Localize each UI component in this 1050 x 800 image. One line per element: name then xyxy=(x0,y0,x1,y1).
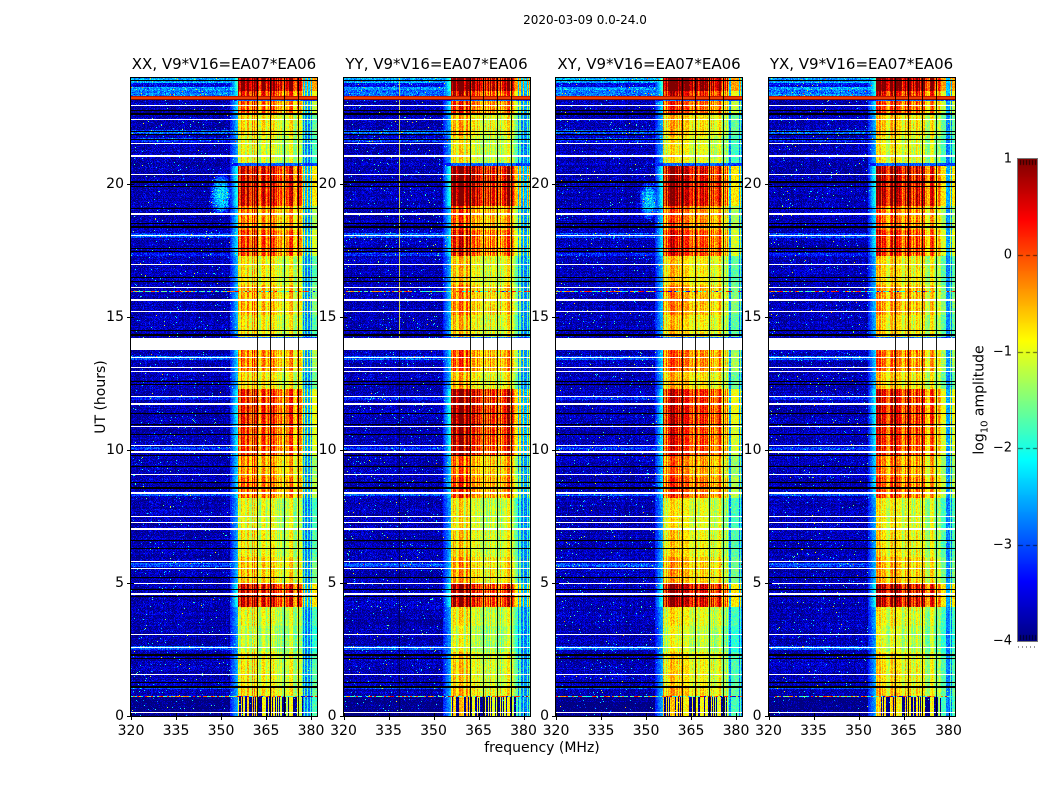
y-tick-label: 20 xyxy=(318,176,337,193)
x-tick-mark xyxy=(221,713,222,720)
y-tick-mark xyxy=(339,317,347,318)
colorbar-tick-label: 0 xyxy=(1003,247,1012,263)
x-tick-label: 335 xyxy=(800,723,827,739)
x-tick-label: 335 xyxy=(587,723,615,739)
y-tick-mark xyxy=(127,184,134,185)
y-tick-mark xyxy=(552,317,559,318)
y-tick-label: 10 xyxy=(531,442,549,459)
y-axis-label: UT (hours) xyxy=(93,360,109,434)
y-tick-label: 10 xyxy=(106,442,124,459)
panel-title-xy: XY, V9*V16=EA07*EA06 xyxy=(557,55,741,73)
x-tick-label: 380 xyxy=(510,723,537,739)
spectrogram-canvas-yx xyxy=(768,78,955,716)
y-tick-label: 20 xyxy=(531,176,549,193)
colorbar-gradient-canvas xyxy=(1018,159,1037,641)
x-tick-mark xyxy=(691,713,692,720)
x-tick-label: 335 xyxy=(162,723,190,739)
x-axis-label: frequency (MHz) xyxy=(484,740,600,756)
x-tick-mark xyxy=(479,713,480,720)
spectrogram-canvas-yy xyxy=(343,78,530,716)
y-tick-label: 5 xyxy=(115,575,124,592)
y-tick-label: 10 xyxy=(743,442,762,459)
y-tick-label: 10 xyxy=(318,442,337,459)
y-tick-label: 5 xyxy=(540,575,549,592)
x-tick-label: 365 xyxy=(677,723,705,739)
y-tick-mark xyxy=(552,450,559,451)
y-tick-mark xyxy=(127,583,134,584)
y-tick-mark xyxy=(552,716,559,717)
y-tick-mark xyxy=(339,583,347,584)
x-tick-label: 380 xyxy=(722,723,750,739)
x-tick-mark xyxy=(389,713,390,720)
y-tick-label: 5 xyxy=(752,575,762,592)
x-tick-label: 350 xyxy=(845,723,872,739)
y-tick-label: 0 xyxy=(115,708,124,724)
colorbar-tick-label: −4 xyxy=(992,633,1012,649)
x-tick-mark xyxy=(266,713,267,720)
x-tick-label: 350 xyxy=(420,723,447,739)
x-tick-mark xyxy=(736,713,737,720)
colorbar-label: log10 amplitude xyxy=(971,345,991,455)
x-tick-mark xyxy=(311,713,312,720)
y-tick-mark xyxy=(552,184,559,185)
y-tick-label: 0 xyxy=(540,708,549,724)
y-tick-mark xyxy=(339,450,347,451)
x-tick-label: 320 xyxy=(330,723,357,739)
colorbar-tick-label: 1 xyxy=(1003,151,1012,167)
spectrogram-canvas-xx xyxy=(131,78,317,716)
y-tick-mark xyxy=(339,184,347,185)
x-tick-label: 365 xyxy=(252,723,280,739)
colorbar-edge-dots xyxy=(1018,646,1038,648)
x-tick-mark xyxy=(176,713,177,720)
y-tick-mark xyxy=(764,317,772,318)
x-tick-mark xyxy=(524,713,525,720)
y-tick-mark xyxy=(764,184,772,185)
y-tick-mark xyxy=(764,450,772,451)
x-tick-label: 320 xyxy=(755,723,782,739)
x-tick-mark xyxy=(601,713,602,720)
x-tick-label: 320 xyxy=(542,723,570,739)
x-tick-label: 320 xyxy=(117,723,145,739)
y-tick-mark xyxy=(127,450,134,451)
x-tick-label: 335 xyxy=(375,723,402,739)
y-tick-mark xyxy=(127,317,134,318)
x-tick-mark xyxy=(646,713,647,720)
y-tick-mark xyxy=(764,583,772,584)
x-tick-label: 350 xyxy=(207,723,235,739)
figure-title: 2020-03-09 0.0-24.0 xyxy=(523,13,647,27)
y-tick-label: 0 xyxy=(752,708,762,724)
y-tick-mark xyxy=(552,583,559,584)
y-tick-mark xyxy=(127,716,134,717)
y-tick-mark xyxy=(764,716,772,717)
x-tick-label: 380 xyxy=(935,723,962,739)
colorbar-tick-label: −2 xyxy=(992,440,1012,456)
x-tick-mark xyxy=(859,713,860,720)
y-tick-label: 20 xyxy=(106,176,124,193)
y-tick-label: 5 xyxy=(327,575,337,592)
colorbar-tick-label: −1 xyxy=(992,344,1012,360)
panel-title-yy: YY, V9*V16=EA07*EA06 xyxy=(345,55,528,73)
x-tick-label: 365 xyxy=(465,723,492,739)
y-tick-label: 15 xyxy=(743,309,762,326)
x-tick-mark xyxy=(434,713,435,720)
x-tick-label: 380 xyxy=(297,723,325,739)
y-tick-label: 20 xyxy=(743,176,762,193)
y-tick-mark xyxy=(339,716,347,717)
colorbar-tick-label: −3 xyxy=(992,537,1012,553)
panel-title-yx: YX, V9*V16=EA07*EA06 xyxy=(769,55,954,73)
y-tick-label: 15 xyxy=(106,309,124,326)
x-tick-mark xyxy=(949,713,950,720)
panel-title-xx: XX, V9*V16=EA07*EA06 xyxy=(131,55,317,73)
x-tick-label: 365 xyxy=(890,723,917,739)
spectrogram-canvas-xy xyxy=(556,78,742,716)
y-tick-label: 15 xyxy=(318,309,337,326)
x-tick-label: 350 xyxy=(632,723,660,739)
y-tick-label: 0 xyxy=(327,708,337,724)
x-tick-mark xyxy=(904,713,905,720)
y-tick-label: 15 xyxy=(531,309,549,326)
x-tick-mark xyxy=(814,713,815,720)
